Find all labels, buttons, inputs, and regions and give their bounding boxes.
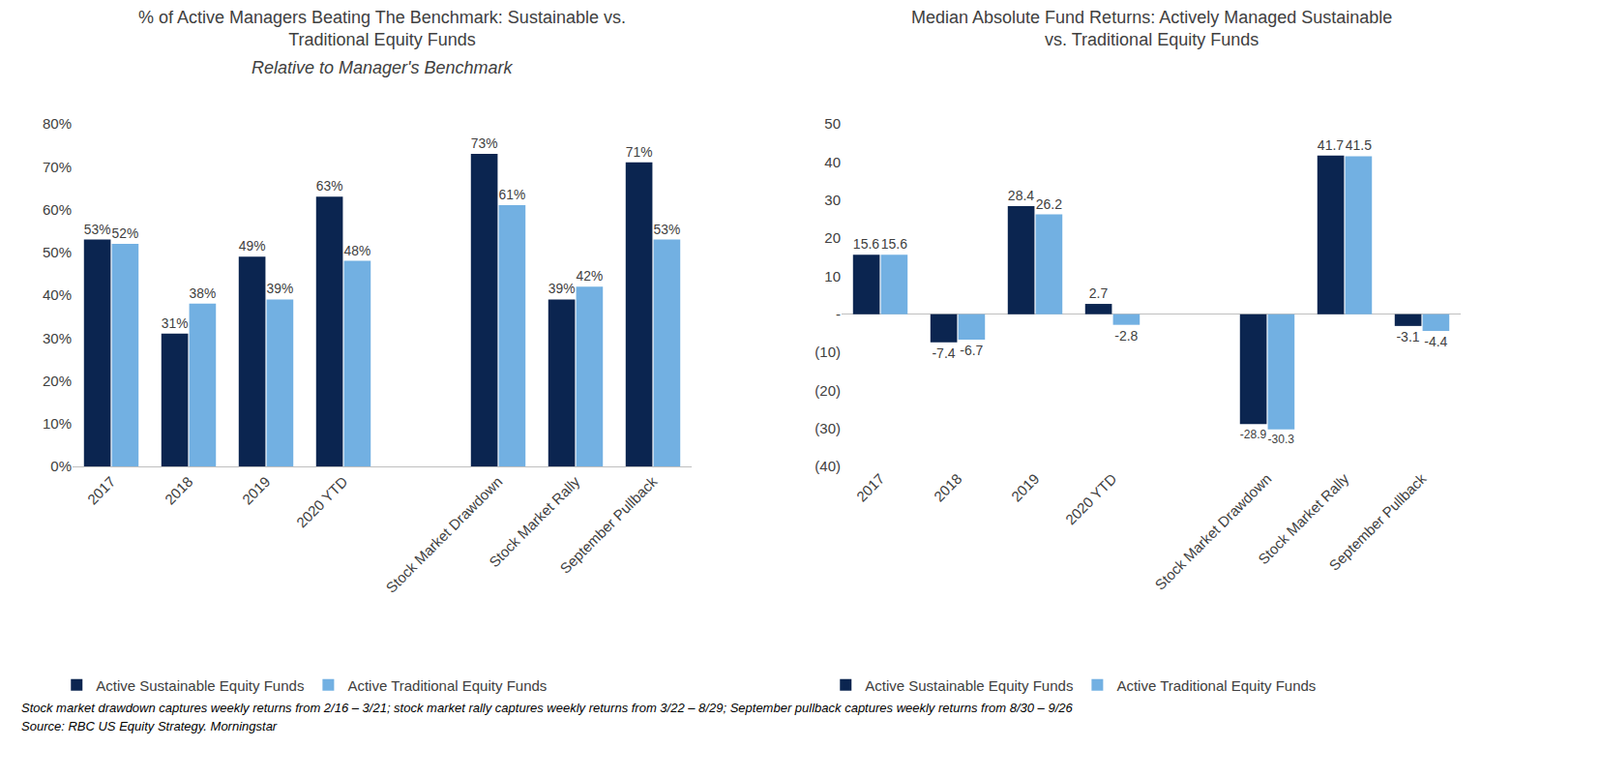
svg-text:10: 10 xyxy=(824,267,841,285)
svg-text:39%: 39% xyxy=(266,281,295,297)
svg-text:(10): (10) xyxy=(814,343,841,360)
svg-text:2020 YTD: 2020 YTD xyxy=(1062,470,1121,529)
svg-text:Active Traditional Equity Fund: Active Traditional Equity Funds xyxy=(347,677,547,694)
svg-text:53%: 53% xyxy=(653,222,682,238)
svg-text:(40): (40) xyxy=(814,457,841,475)
svg-text:Active Sustainable Equity Fund: Active Sustainable Equity Funds xyxy=(95,677,304,694)
svg-text:63%: 63% xyxy=(316,178,344,194)
svg-text:52%: 52% xyxy=(112,226,140,241)
svg-text:Stock Market Rally: Stock Market Rally xyxy=(485,473,584,571)
svg-text:40%: 40% xyxy=(42,286,72,303)
svg-text:Source: RBC US Equity Strategy: Source: RBC US Equity Strategy. Mornings… xyxy=(21,718,278,734)
svg-text:40: 40 xyxy=(824,153,841,171)
svg-text:60%: 60% xyxy=(42,201,72,218)
svg-text:Active Traditional Equity Fund: Active Traditional Equity Funds xyxy=(1116,677,1316,694)
svg-text:30%: 30% xyxy=(42,329,72,347)
svg-text:49%: 49% xyxy=(238,238,267,254)
svg-text:-28.9: -28.9 xyxy=(1240,427,1268,442)
svg-text:2019: 2019 xyxy=(238,473,274,508)
svg-text:61%: 61% xyxy=(499,187,527,203)
svg-text:2018: 2018 xyxy=(930,470,966,505)
svg-text:2020 YTD: 2020 YTD xyxy=(293,473,352,532)
svg-text:2017: 2017 xyxy=(853,470,889,505)
svg-text:41.5: 41.5 xyxy=(1345,137,1372,153)
svg-text:48%: 48% xyxy=(344,243,372,259)
svg-text:28.4: 28.4 xyxy=(1007,187,1035,204)
svg-text:15.6: 15.6 xyxy=(881,236,908,252)
svg-text:53%: 53% xyxy=(84,222,112,238)
svg-text:-6.7: -6.7 xyxy=(959,342,983,358)
svg-text:2017: 2017 xyxy=(84,473,119,508)
svg-text:September Pullback: September Pullback xyxy=(556,473,660,577)
svg-text:Stock Market Drawdown: Stock Market Drawdown xyxy=(382,473,505,596)
svg-text:Stock Market Drawdown: Stock Market Drawdown xyxy=(1151,470,1275,593)
svg-text:20: 20 xyxy=(824,229,841,246)
svg-text:0%: 0% xyxy=(50,457,72,475)
svg-text:-7.4: -7.4 xyxy=(931,345,955,361)
svg-text:38%: 38% xyxy=(189,286,217,301)
svg-text:71%: 71% xyxy=(625,145,653,160)
svg-text:42%: 42% xyxy=(576,268,604,284)
svg-text:September Pullback: September Pullback xyxy=(1325,470,1429,574)
svg-text:30: 30 xyxy=(824,191,841,208)
svg-text:2.7: 2.7 xyxy=(1089,285,1109,301)
svg-text:(20): (20) xyxy=(814,382,841,399)
svg-text:Stock market drawdown captures: Stock market drawdown captures weekly re… xyxy=(21,700,1073,715)
svg-text:2018: 2018 xyxy=(161,473,197,508)
svg-text:26.2: 26.2 xyxy=(1036,196,1063,212)
svg-text:(30): (30) xyxy=(814,419,841,437)
svg-text:50%: 50% xyxy=(42,243,72,261)
svg-text:Stock Market Rally: Stock Market Rally xyxy=(1254,470,1353,568)
svg-text:31%: 31% xyxy=(161,316,189,331)
svg-text:15.6: 15.6 xyxy=(853,236,880,252)
svg-text:2019: 2019 xyxy=(1007,470,1043,505)
svg-text:10%: 10% xyxy=(42,414,72,432)
svg-text:Active Sustainable Equity Fund: Active Sustainable Equity Funds xyxy=(864,677,1073,694)
svg-text:20%: 20% xyxy=(42,372,72,389)
svg-text:70%: 70% xyxy=(42,158,72,176)
svg-text:% of Active Managers Beating T: % of Active Managers Beating The Benchma… xyxy=(138,7,626,50)
svg-text:-4.4: -4.4 xyxy=(1423,333,1448,350)
svg-text:-2.8: -2.8 xyxy=(1114,327,1138,344)
svg-text:39%: 39% xyxy=(548,281,576,297)
svg-text:Median Absolute Fund Returns:: Median Absolute Fund Returns: Actively M… xyxy=(911,7,1393,50)
svg-text:50: 50 xyxy=(824,115,841,132)
svg-text:80%: 80% xyxy=(42,115,72,132)
svg-text:-3.1: -3.1 xyxy=(1395,328,1420,345)
svg-text:73%: 73% xyxy=(471,136,499,151)
svg-text:41.7: 41.7 xyxy=(1317,137,1344,153)
svg-text:-: - xyxy=(835,305,841,323)
svg-text:Relative to Manager's Benchmar: Relative to Manager's Benchmark xyxy=(251,58,514,78)
svg-text:-30.3: -30.3 xyxy=(1268,432,1296,446)
